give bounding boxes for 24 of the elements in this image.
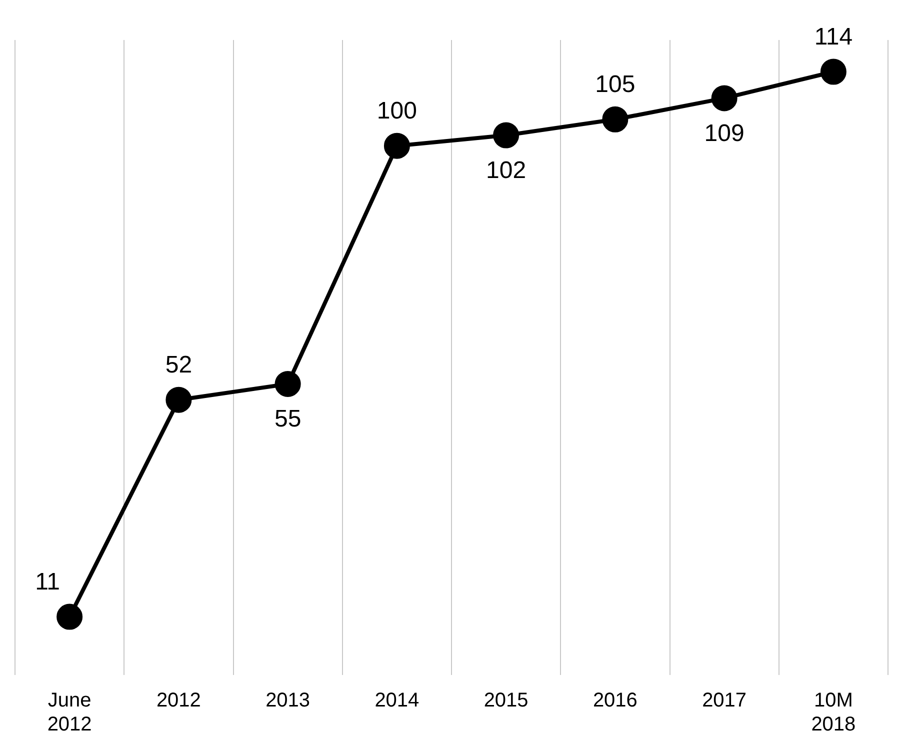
point (274, 370, 301, 397)
x-tick-label: 2014 (374, 690, 420, 712)
point (166, 386, 192, 413)
data-label: 55 (274, 406, 302, 433)
point (493, 122, 520, 148)
data-label: 109 (704, 120, 744, 147)
point (820, 58, 846, 85)
x-tick-label: 2017 (702, 690, 747, 712)
data-label: 11 (35, 568, 60, 596)
x-tick-label: 2015 (484, 690, 528, 712)
data-label: 114 (814, 23, 853, 50)
x-tick-label: 2013 (266, 690, 310, 712)
data-label: 105 (595, 71, 636, 98)
data-label: 100 (376, 97, 417, 124)
x-tick-label: 10M 2018 (811, 690, 856, 736)
x-tick-label: 2012 (156, 690, 201, 712)
data-label: 52 (165, 351, 192, 378)
point (711, 85, 738, 112)
point (602, 106, 628, 132)
point (56, 604, 83, 630)
data-label: 102 (486, 156, 526, 184)
x-tick-label: June 2012 (47, 690, 92, 736)
x-tick-label: 2016 (592, 690, 638, 712)
point (384, 132, 410, 159)
